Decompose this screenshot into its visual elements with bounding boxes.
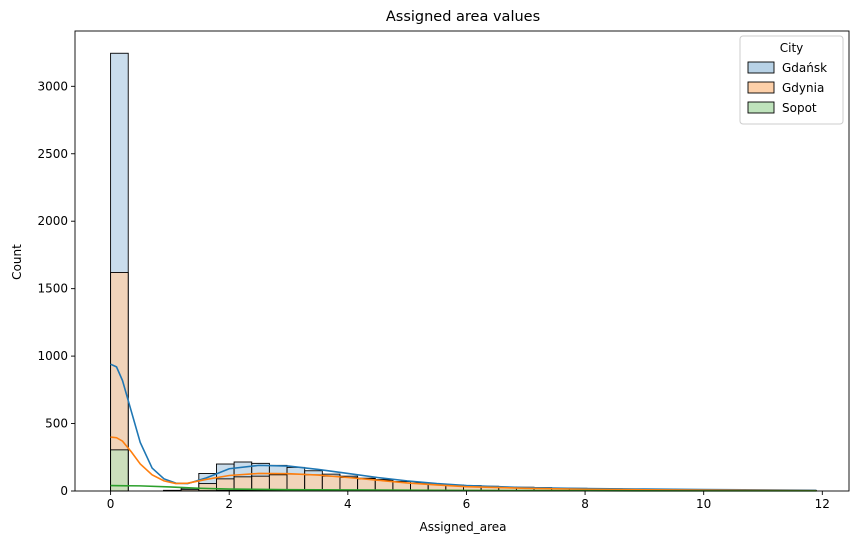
kde-line-1 [110, 436, 817, 492]
legend: City Gdańsk Gdynia Sopot [739, 35, 844, 125]
x-tick-label: 12 [815, 497, 830, 511]
x-tick-label: 8 [581, 497, 589, 511]
legend-swatch [747, 81, 775, 94]
legend-swatch [747, 61, 775, 74]
bar-series-0 [110, 52, 817, 492]
histogram-bar [198, 483, 217, 492]
y-axis-label: Count [10, 244, 24, 280]
histogram-bar [339, 477, 359, 492]
x-tick-label: 10 [696, 497, 711, 511]
y-tick-label: 500 [45, 417, 68, 431]
axes: 0 2 4 6 8 10 12 0 500 1000 1500 2000 2500 3000 [37, 30, 850, 511]
x-tick-label: 0 [107, 497, 115, 511]
histogram-bar [321, 475, 341, 492]
plot-frame [74, 30, 850, 492]
y-tick-label: 2000 [37, 214, 68, 228]
y-tick-label: 3000 [37, 79, 68, 93]
legend-entry: Gdańsk [782, 61, 827, 75]
legend-swatch [747, 101, 775, 114]
x-tick-label: 2 [225, 497, 233, 511]
legend-title: City [780, 41, 804, 55]
histogram-bar [268, 474, 288, 492]
legend-entry: Gdynia [782, 81, 824, 95]
y-tick-label: 1000 [37, 349, 68, 363]
legend-entry: Sopot [782, 101, 817, 115]
x-tick-label: 4 [344, 497, 352, 511]
histogram-bar [286, 473, 306, 492]
y-tick-label: 1500 [37, 282, 68, 296]
y-tick-label: 2500 [37, 147, 68, 161]
chart-title: Assigned area values [386, 9, 540, 25]
x-tick-label: 6 [463, 497, 471, 511]
histogram-bars [110, 52, 817, 492]
histogram-bar [304, 474, 323, 492]
y-tick-label: 0 [60, 484, 68, 498]
bar-series-1 [110, 272, 817, 492]
x-axis-label: Assigned_area [419, 520, 506, 534]
